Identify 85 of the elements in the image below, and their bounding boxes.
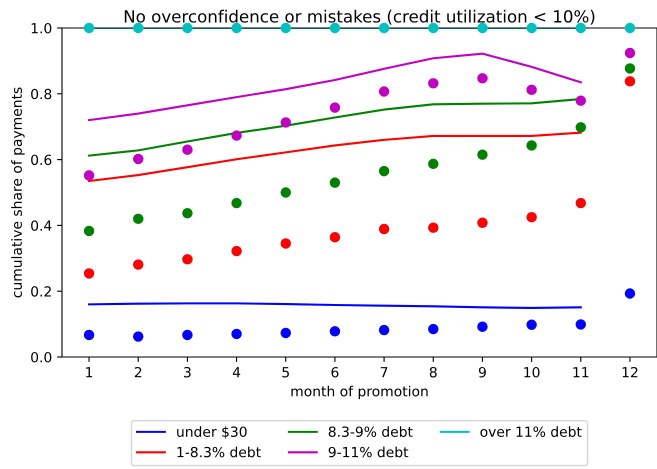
point xyxy=(280,117,291,128)
y-tick-label: 0.0 xyxy=(31,352,52,362)
point xyxy=(84,268,94,279)
legend-label: under $30 xyxy=(177,426,247,439)
point xyxy=(576,96,586,106)
x-tick-label: 3 xyxy=(184,366,191,378)
point xyxy=(84,170,94,181)
point xyxy=(330,177,340,188)
point xyxy=(280,328,291,338)
x-tick-label: 2 xyxy=(134,366,142,378)
legend-label: over 11% debt xyxy=(480,426,582,437)
point xyxy=(624,76,636,87)
point xyxy=(378,86,390,97)
x-tick-label: 8 xyxy=(430,366,437,378)
point xyxy=(84,226,94,236)
x-tick-label: 4 xyxy=(232,367,240,378)
point xyxy=(133,214,144,224)
point xyxy=(378,324,390,336)
legend-label: 8.3-9% debt xyxy=(328,426,413,437)
point xyxy=(624,48,636,58)
point xyxy=(477,22,488,34)
point xyxy=(280,22,291,34)
point xyxy=(378,224,390,234)
point xyxy=(576,198,586,208)
point xyxy=(133,259,144,270)
point xyxy=(428,324,438,334)
point xyxy=(330,102,340,113)
point xyxy=(182,254,193,264)
point xyxy=(182,208,193,218)
point xyxy=(231,22,242,34)
point xyxy=(477,322,488,332)
point xyxy=(231,198,242,208)
point xyxy=(330,326,340,337)
y-tick-label: 0.2 xyxy=(31,286,51,297)
point xyxy=(330,22,340,34)
point xyxy=(624,288,636,299)
point xyxy=(477,218,488,228)
y-tick-label: 0.6 xyxy=(31,154,52,166)
point xyxy=(624,63,636,74)
point xyxy=(576,122,586,133)
point xyxy=(477,73,488,84)
point xyxy=(182,22,193,34)
point xyxy=(428,158,438,170)
point xyxy=(231,246,242,256)
point xyxy=(526,212,537,222)
point xyxy=(182,330,193,340)
point xyxy=(133,22,144,34)
point xyxy=(378,22,390,34)
point xyxy=(526,320,537,330)
point xyxy=(133,154,144,164)
point xyxy=(428,222,438,233)
x-axis-title: month of promotion xyxy=(291,386,428,400)
point xyxy=(624,22,636,34)
y-tick-label: 0.8 xyxy=(31,88,52,100)
point xyxy=(280,238,291,249)
x-tick-label: 9 xyxy=(478,366,486,378)
legend-label: 1-8.3% debt xyxy=(177,446,261,458)
legend-label: 9-11% debt xyxy=(328,446,408,458)
point xyxy=(526,140,537,151)
line-series xyxy=(88,52,582,122)
point xyxy=(133,331,144,342)
chart-title: No overconfidence or mistakes (credit utilization < 10%) xyxy=(124,10,594,25)
x-tick-label: 1 xyxy=(86,367,92,378)
point xyxy=(182,144,193,155)
x-tick-label: 5 xyxy=(282,367,289,378)
y-tick-label: 0.4 xyxy=(31,220,52,231)
x-tick-label: 7 xyxy=(380,367,388,378)
point xyxy=(330,232,340,242)
point xyxy=(231,328,242,340)
x-tick-label: 11 xyxy=(573,367,588,378)
x-tick-label: 6 xyxy=(331,366,338,378)
point xyxy=(84,22,94,34)
point xyxy=(231,130,242,141)
x-tick-label: 12 xyxy=(622,366,638,378)
point xyxy=(84,330,94,340)
x-tick-label: 10 xyxy=(524,366,540,378)
point xyxy=(526,84,537,96)
y-tick-label: 1.0 xyxy=(32,22,52,34)
point xyxy=(280,187,291,198)
point xyxy=(576,319,586,330)
point xyxy=(526,22,537,34)
point xyxy=(477,149,488,160)
y-axis-title: cumulative share of payments xyxy=(11,87,25,298)
point xyxy=(378,166,390,176)
point xyxy=(428,78,438,88)
